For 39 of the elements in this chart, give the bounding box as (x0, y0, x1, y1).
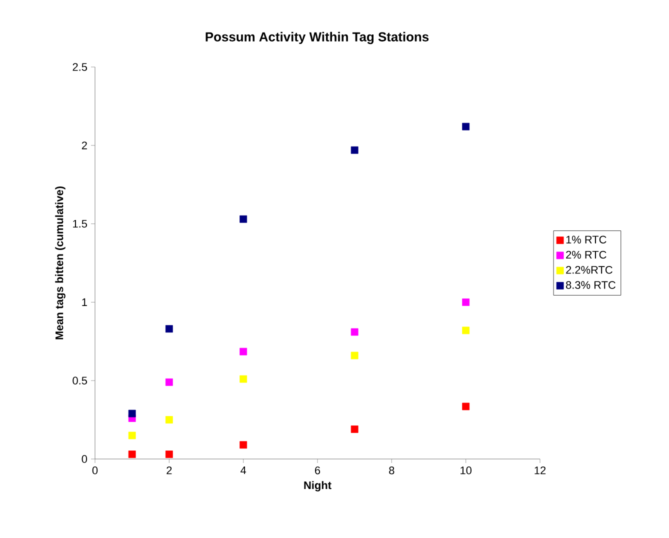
y-tick-label: 0 (82, 455, 88, 463)
x-tick-label: 8 (389, 466, 394, 474)
x-tick-label: 2 (166, 466, 172, 474)
point (165, 378, 173, 386)
point (462, 122, 470, 130)
point (165, 450, 173, 458)
point (240, 375, 248, 383)
point (128, 450, 136, 458)
x-tick-label: 0 (92, 466, 98, 474)
x-tick-label: 4 (240, 466, 246, 474)
chart-title: Possum Activity Within Tag Stations (206, 32, 429, 44)
legend-label: 2% RTC (566, 250, 606, 259)
point (165, 416, 173, 424)
point (128, 410, 136, 418)
point (462, 402, 470, 410)
x-tick-label: 12 (534, 466, 546, 474)
y-tick-label: 2 (82, 142, 87, 150)
y-tick-label: 1.5 (73, 220, 88, 228)
point (240, 441, 248, 449)
point (350, 426, 358, 433)
y-tick-label: 2.5 (72, 63, 88, 71)
point (240, 215, 248, 223)
legend-label: 1% RTC (566, 236, 606, 244)
y-axis-title: Mean tags bitten (cumulative) (55, 186, 66, 340)
point (462, 298, 470, 306)
x-axis-title: Night (304, 481, 332, 492)
x-tick-label: 6 (315, 466, 320, 474)
x-tick-label: 10 (460, 466, 472, 474)
point (165, 325, 173, 333)
point (462, 326, 470, 334)
point (128, 432, 136, 440)
point (350, 328, 358, 336)
point (240, 348, 248, 356)
y-tick-label: 1 (82, 298, 87, 306)
point (350, 146, 358, 154)
point (350, 352, 358, 360)
y-tick-label: 0.5 (72, 376, 88, 384)
legend-label: 2.2%RTC (566, 266, 612, 274)
legend-label: 8.3% RTC (566, 281, 616, 289)
